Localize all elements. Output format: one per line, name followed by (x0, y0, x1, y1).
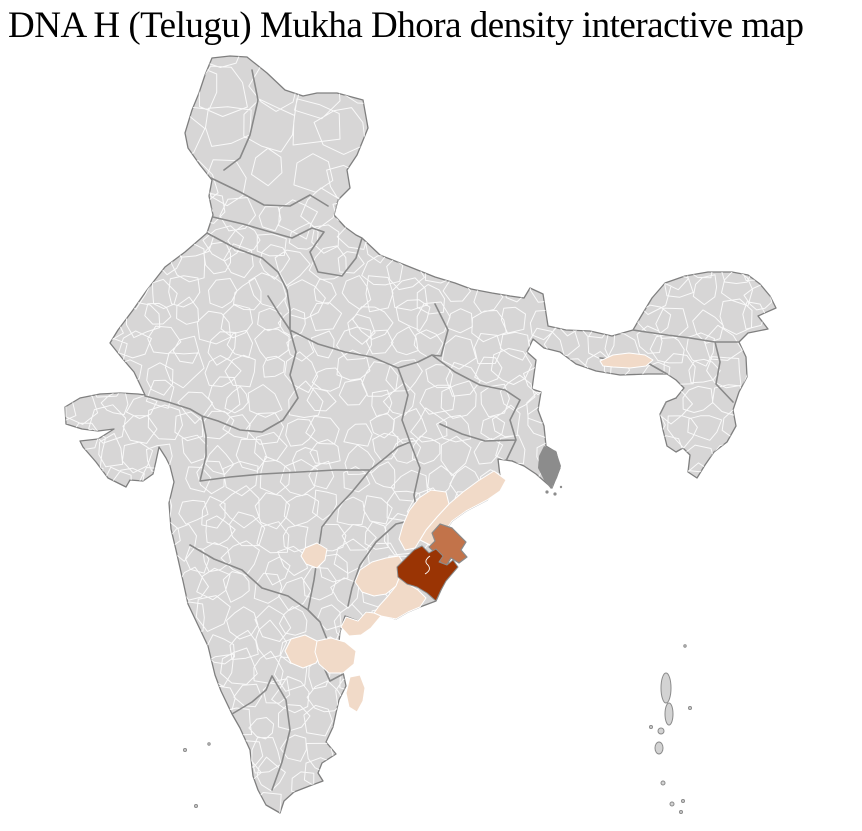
map-title: DNA H (Telugu) Mukha Dhora density inter… (8, 5, 804, 46)
district-region-low-8[interactable] (314, 637, 357, 674)
india-landmass[interactable] (64, 55, 777, 814)
lakshadweep-islands[interactable] (183, 742, 211, 808)
district-inner-border (424, 555, 431, 575)
district-region-low-2[interactable] (398, 489, 450, 551)
district-region-low-7[interactable] (284, 634, 323, 669)
delta-marsh-area[interactable] (538, 446, 563, 496)
district-region-low-4[interactable] (373, 575, 427, 620)
district-region-low-6[interactable] (300, 542, 328, 569)
district-region-low-5[interactable] (340, 611, 382, 637)
district-region-high[interactable] (396, 545, 459, 602)
district-region-low-9[interactable] (345, 674, 366, 713)
andaman-nicobar-islands[interactable] (649, 644, 692, 814)
district-region-low-10[interactable] (599, 352, 654, 369)
